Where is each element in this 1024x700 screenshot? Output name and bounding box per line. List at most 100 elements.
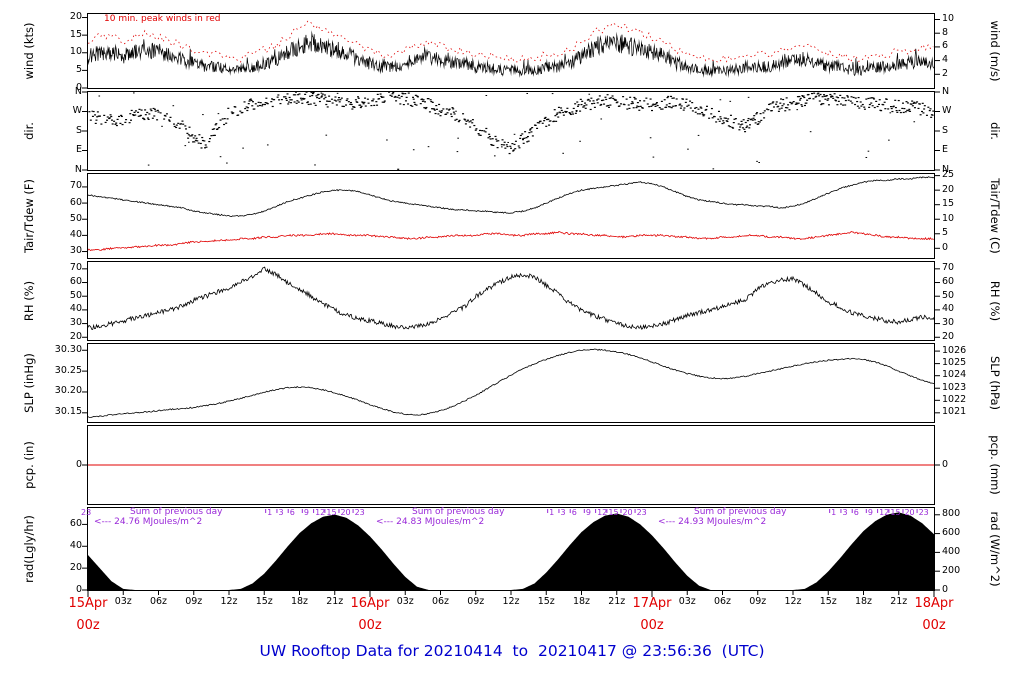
time-tick-minor: 09z — [185, 596, 203, 607]
tick-label-left: 40 — [69, 228, 82, 240]
tick-label-right: 200 — [942, 564, 961, 576]
tick-label-left: N — [74, 85, 82, 97]
rad-local-hour: 6 — [289, 508, 295, 517]
panel-pcp — [87, 425, 935, 505]
tick-label-left: 50 — [69, 212, 82, 224]
tick-label-right: 0 — [942, 458, 949, 470]
tick-label-left: 20 — [69, 11, 82, 23]
tick-label-right: 0 — [942, 583, 949, 595]
rad-local-hour: 12 — [597, 508, 608, 517]
tick-label-left: 15 — [69, 28, 82, 40]
tick-label-left: 30 — [69, 317, 82, 329]
tick-label-left: S — [75, 124, 82, 136]
panel-rh — [87, 261, 935, 341]
rad-local-hour: 1 — [267, 508, 273, 517]
time-tick-minor: 03z — [396, 596, 414, 607]
tick-label-right: 6 — [942, 40, 949, 52]
tick-label-right: 600 — [942, 527, 961, 539]
tick-label-left: 30.15 — [54, 406, 82, 418]
tick-label-right: 1024 — [942, 369, 967, 381]
tick-label-right: 20 — [942, 330, 955, 342]
panel-wind — [87, 13, 935, 89]
time-tick-minor: 12z — [784, 596, 802, 607]
tick-label-right: 1021 — [942, 406, 967, 418]
tick-label-right: 1023 — [942, 381, 967, 393]
tick-label-left: 20 — [69, 330, 82, 342]
tick-label-left: 30.25 — [54, 364, 82, 376]
tick-label-left: 0 — [75, 458, 82, 470]
panel-dir — [87, 91, 935, 171]
tick-label-right: 8 — [942, 26, 949, 38]
tick-label-right: 60 — [942, 276, 955, 288]
tick-label-left: 60 — [69, 276, 82, 288]
rad-sum-line2: <--- 24.76 MJoules/m^2 — [94, 517, 203, 527]
rad-local-hour: 6 — [571, 508, 577, 517]
rad-sum-line2: <--- 24.93 MJoules/m^2 — [658, 517, 767, 527]
tick-label-right: 1022 — [942, 393, 967, 405]
rad-local-hour: 15 — [326, 508, 337, 517]
tick-label-left: 0 — [75, 81, 82, 93]
tick-label-right: 10 — [942, 12, 955, 24]
time-tick-minor: 18z — [290, 596, 309, 607]
tick-label-right: 25 — [942, 169, 955, 181]
time-tick-minor: 18z — [572, 596, 591, 607]
time-tick-minor: 06z — [149, 596, 168, 607]
tick-label-left: 60 — [69, 517, 82, 529]
time-tick-minor: 21z — [608, 596, 626, 607]
rad-sum-line1: Sum of previous day — [694, 507, 787, 517]
tick-label-left: 5 — [75, 63, 82, 75]
rad-sum-line2: <--- 24.83 MJoules/m^2 — [376, 517, 485, 527]
tick-label-right: 50 — [942, 289, 955, 301]
rad-local-hour: 9 — [303, 508, 309, 517]
rad-sum-line1: Sum of previous day — [130, 507, 223, 517]
tick-label-right: 70 — [942, 262, 955, 274]
time-label-date: 15Apr — [68, 596, 108, 611]
rad-local-hour: 9 — [585, 508, 591, 517]
tick-label-right: 1026 — [942, 344, 967, 356]
rad-local-hour: 1 — [549, 508, 555, 517]
rad-local-hour: 23 — [81, 508, 92, 517]
rad-local-hour: 3 — [560, 508, 566, 517]
tick-label-left: 30.20 — [54, 385, 82, 397]
rad-local-hour: 23 — [918, 508, 929, 517]
time-tick-minor: 09z — [749, 596, 767, 607]
tick-label-right: E — [942, 144, 949, 155]
time-tick-minor: 06z — [713, 596, 732, 607]
axis-title-slp-right: SLP (hPa) — [988, 355, 1002, 411]
tick-label-right: 400 — [942, 545, 961, 557]
rad-local-hour: 20 — [340, 508, 351, 517]
rad-local-hour: 15 — [608, 508, 619, 517]
time-tick-minor: 15z — [819, 596, 837, 607]
time-tick-minor: 15z — [537, 596, 555, 607]
tick-label-left: W — [72, 105, 82, 116]
tick-label-right: 15 — [942, 198, 955, 210]
figure-title: UW Rooftop Data for 20210414 to 20210417… — [259, 642, 765, 660]
time-tick-minor: 18z — [854, 596, 873, 607]
axis-title-rad-right: rad (W/m^2) — [988, 511, 1002, 587]
time-label-hour: 00z — [640, 618, 664, 633]
rad-local-hour: 20 — [622, 508, 633, 517]
time-tick-minor: 03z — [678, 596, 696, 607]
tick-label-left: 20 — [69, 561, 82, 573]
rad-local-hour: 3 — [278, 508, 284, 517]
tick-label-right: 1025 — [942, 357, 967, 369]
tick-label-left: 30 — [69, 245, 82, 257]
tick-label-left: 0 — [75, 583, 82, 595]
tick-label-right: S — [942, 124, 949, 136]
time-tick-minor: 21z — [326, 596, 344, 607]
tick-label-left: E — [75, 144, 82, 155]
time-label-date: 17Apr — [632, 596, 672, 611]
tick-label-right: 2 — [942, 67, 949, 79]
tick-label-right: N — [942, 85, 950, 97]
time-tick-minor: 03z — [114, 596, 132, 607]
axis-title-tair-right: Tair/Tdew (C) — [988, 178, 1002, 254]
tick-label-right: 4 — [942, 54, 949, 66]
tick-label-right: 40 — [942, 303, 955, 315]
rad-local-hour: 20 — [904, 508, 915, 517]
rad-local-hour: 12 — [879, 508, 890, 517]
tick-label-right: 800 — [942, 508, 961, 520]
tick-label-right: 20 — [942, 183, 955, 195]
tick-label-right: 10 — [942, 212, 955, 224]
tick-label-left: 30.30 — [54, 343, 82, 355]
